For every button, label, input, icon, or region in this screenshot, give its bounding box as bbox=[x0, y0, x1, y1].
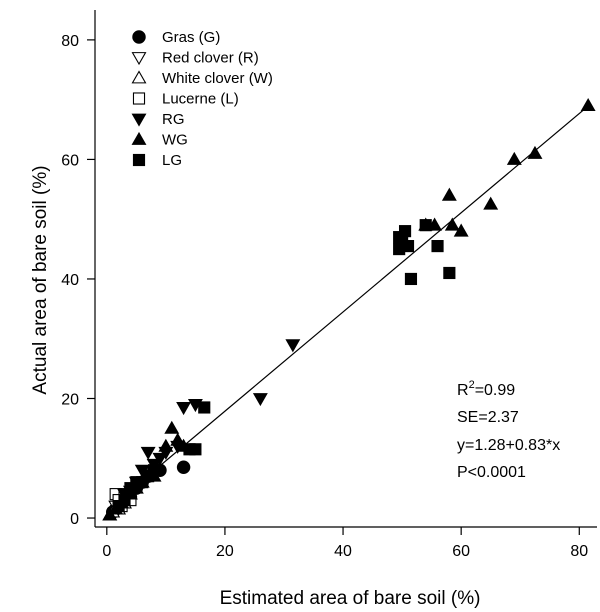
r-squared-label: R2=0.99 bbox=[457, 379, 515, 399]
x-tick-label: 60 bbox=[452, 543, 470, 560]
regression-equation-label: y=1.28+0.83*x bbox=[457, 437, 560, 454]
x-axis-title: Estimated area of bare soil (%) bbox=[220, 588, 481, 609]
data-point bbox=[506, 151, 522, 165]
data-point bbox=[443, 266, 456, 280]
data-point bbox=[527, 145, 543, 159]
data-point bbox=[152, 452, 168, 466]
legend-marker bbox=[131, 70, 147, 84]
data-point bbox=[252, 393, 268, 407]
p-value-label: P<0.0001 bbox=[457, 464, 526, 481]
legend-label: LG bbox=[162, 152, 182, 169]
data-point bbox=[444, 217, 460, 231]
data-point bbox=[158, 438, 174, 452]
x-tick-label: 40 bbox=[334, 543, 352, 560]
x-tick-label: 20 bbox=[216, 543, 234, 560]
legend-label: Red clover (R) bbox=[162, 50, 259, 67]
legend-marker bbox=[132, 92, 146, 105]
regression-line bbox=[106, 105, 589, 511]
y-tick-label: 60 bbox=[61, 152, 79, 169]
standard-error-label: SE=2.37 bbox=[457, 409, 519, 426]
data-point bbox=[189, 443, 202, 456]
statistics-annotation: R2=0.99 SE=2.37 y=1.28+0.83*x P<0.0001 bbox=[457, 379, 560, 481]
legend-marker bbox=[132, 153, 146, 167]
data-point bbox=[140, 446, 156, 460]
data-point bbox=[431, 240, 444, 253]
axes: 0 20 40 60 80 0 20 40 60 80 bbox=[61, 10, 597, 560]
legend-label: WG bbox=[162, 132, 188, 149]
x-tick-label: 80 bbox=[570, 543, 588, 560]
data-point bbox=[118, 494, 131, 507]
legend: Gras (G) Red clover (R) White clover (W) Lu… bbox=[131, 29, 273, 169]
legend-marker bbox=[132, 30, 146, 44]
data-point bbox=[401, 240, 415, 253]
data-point bbox=[580, 98, 596, 112]
data-point bbox=[164, 420, 180, 434]
y-tick-label: 0 bbox=[70, 511, 79, 528]
data-point bbox=[285, 339, 301, 353]
legend-marker bbox=[131, 131, 147, 145]
data-point bbox=[419, 219, 432, 232]
data-point bbox=[176, 460, 191, 474]
y-axis-title: Actual area of bare soil (%) bbox=[30, 165, 51, 394]
x-tick-label: 0 bbox=[102, 543, 111, 560]
legend-label: White clover (W) bbox=[162, 70, 273, 87]
data-point bbox=[404, 272, 418, 286]
data-point bbox=[176, 402, 192, 416]
legend-label: Gras (G) bbox=[162, 29, 220, 46]
legend-label: RG bbox=[162, 111, 185, 128]
legend-marker bbox=[131, 52, 147, 66]
data-point bbox=[398, 225, 412, 238]
data-point bbox=[441, 187, 457, 201]
data-point bbox=[147, 464, 161, 477]
legend-marker bbox=[131, 113, 147, 127]
data-point bbox=[198, 401, 211, 414]
legend-label: Lucerne (L) bbox=[162, 91, 239, 108]
data-point bbox=[483, 196, 499, 210]
data-point bbox=[170, 432, 186, 446]
series-6 bbox=[112, 219, 456, 513]
y-tick-label: 20 bbox=[61, 391, 79, 408]
y-tick-label: 80 bbox=[61, 33, 79, 50]
regression-line-group bbox=[106, 105, 589, 511]
data-points bbox=[102, 98, 596, 521]
y-tick-label: 40 bbox=[61, 272, 79, 289]
data-point bbox=[453, 223, 469, 237]
